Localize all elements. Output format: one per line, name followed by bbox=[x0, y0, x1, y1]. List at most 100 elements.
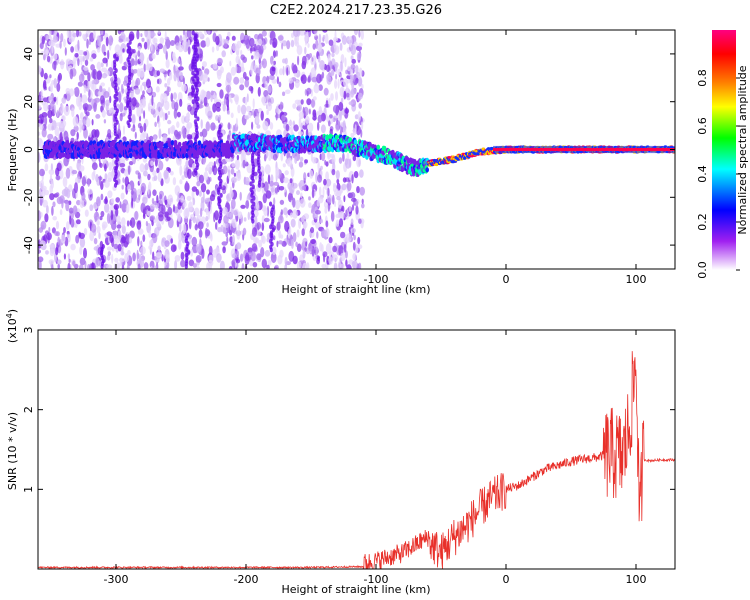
noise-cell bbox=[267, 85, 272, 94]
noise-cell bbox=[351, 204, 355, 211]
noise-cell bbox=[150, 108, 156, 115]
noise-cell bbox=[206, 90, 211, 100]
noise-cell bbox=[137, 46, 141, 51]
noise-cell bbox=[222, 103, 226, 112]
noise-cell bbox=[69, 215, 72, 225]
noise-cell bbox=[138, 52, 145, 63]
noise-cell bbox=[60, 234, 66, 244]
noise-cell bbox=[180, 195, 185, 203]
noise-cell bbox=[205, 207, 208, 216]
noise-cell bbox=[59, 40, 62, 49]
noise-cell bbox=[284, 220, 290, 232]
noise-cell bbox=[348, 206, 352, 212]
noise-cell bbox=[72, 260, 76, 267]
noise-cell bbox=[45, 42, 48, 48]
noise-cell bbox=[240, 204, 246, 209]
noise-cell bbox=[195, 255, 202, 263]
noise-cell bbox=[269, 74, 275, 81]
streak-cell bbox=[128, 105, 132, 111]
noise-cell bbox=[152, 170, 157, 177]
ridge-cell bbox=[111, 139, 115, 145]
noise-cell bbox=[256, 222, 262, 230]
noise-cell bbox=[173, 92, 177, 100]
noise-cell bbox=[188, 201, 193, 212]
noise-cell bbox=[306, 31, 309, 37]
noise-cell bbox=[196, 181, 201, 187]
noise-cell bbox=[321, 151, 326, 162]
noise-cell bbox=[351, 174, 354, 184]
noise-cell bbox=[288, 120, 293, 126]
noise-cell bbox=[109, 204, 115, 214]
noise-cell bbox=[86, 104, 92, 112]
noise-cell bbox=[335, 120, 341, 130]
noise-cell bbox=[308, 122, 314, 133]
noise-cell bbox=[237, 224, 240, 233]
noise-cell bbox=[119, 102, 124, 113]
noise-cell bbox=[241, 150, 246, 160]
noise-cell bbox=[351, 58, 357, 64]
noise-cell bbox=[56, 109, 59, 117]
noise-cell bbox=[323, 87, 329, 96]
noise-cell bbox=[146, 57, 149, 67]
noise-cell bbox=[113, 243, 119, 250]
noise-cell bbox=[294, 36, 298, 47]
noise-cell bbox=[127, 183, 131, 192]
noise-cell bbox=[156, 70, 161, 77]
noise-cell bbox=[78, 264, 84, 269]
noise-cell bbox=[136, 30, 140, 40]
noise-cell bbox=[299, 156, 304, 162]
noise-cell bbox=[284, 187, 287, 193]
noise-cell bbox=[286, 40, 291, 50]
noise-cell bbox=[60, 59, 65, 70]
noise-cell bbox=[166, 234, 172, 240]
noise-cell bbox=[181, 125, 186, 135]
noise-cell bbox=[247, 211, 250, 221]
noise-cell bbox=[56, 96, 59, 106]
noise-cell bbox=[326, 193, 332, 204]
noise-cell bbox=[194, 207, 200, 217]
noise-cell bbox=[200, 119, 203, 129]
noise-cell bbox=[137, 263, 141, 269]
noise-cell bbox=[55, 231, 60, 237]
noise-cell bbox=[191, 132, 195, 140]
noise-cell bbox=[255, 230, 261, 237]
noise-cell bbox=[212, 103, 217, 113]
noise-cell bbox=[158, 160, 164, 171]
noise-cell bbox=[59, 195, 65, 204]
noise-cell bbox=[69, 68, 74, 80]
noise-cell bbox=[136, 220, 142, 230]
noise-cell bbox=[107, 49, 110, 60]
noise-cell bbox=[311, 98, 315, 109]
noise-cell bbox=[172, 204, 176, 213]
noise-cell bbox=[48, 227, 51, 233]
noise-cell bbox=[281, 40, 288, 47]
ridge-cell bbox=[425, 167, 430, 173]
noise-cell bbox=[297, 104, 302, 112]
noise-cell bbox=[338, 218, 344, 228]
ridge-cell bbox=[61, 152, 65, 158]
noise-cell bbox=[139, 125, 144, 134]
noise-cell bbox=[216, 253, 222, 263]
noise-cell bbox=[159, 37, 164, 45]
noise-cell bbox=[215, 35, 220, 46]
noise-cell bbox=[282, 65, 285, 76]
noise-cell bbox=[325, 64, 331, 73]
noise-cell bbox=[134, 131, 137, 139]
noise-cell bbox=[49, 248, 55, 257]
noise-cell bbox=[219, 89, 224, 99]
noise-cell bbox=[273, 181, 279, 186]
noise-cell bbox=[121, 83, 124, 93]
noise-cell bbox=[177, 57, 180, 64]
noise-cell bbox=[328, 236, 333, 244]
noise-cell bbox=[271, 246, 277, 255]
noise-cell bbox=[49, 83, 54, 93]
noise-cell bbox=[341, 87, 344, 98]
noise-cell bbox=[131, 197, 134, 209]
noise-cell bbox=[263, 207, 268, 217]
noise-cell bbox=[104, 173, 108, 181]
noise-cell bbox=[129, 230, 135, 239]
noise-cell bbox=[158, 214, 164, 222]
streak-cell bbox=[128, 39, 132, 45]
noise-cell bbox=[220, 224, 224, 233]
noise-cell bbox=[323, 253, 326, 263]
